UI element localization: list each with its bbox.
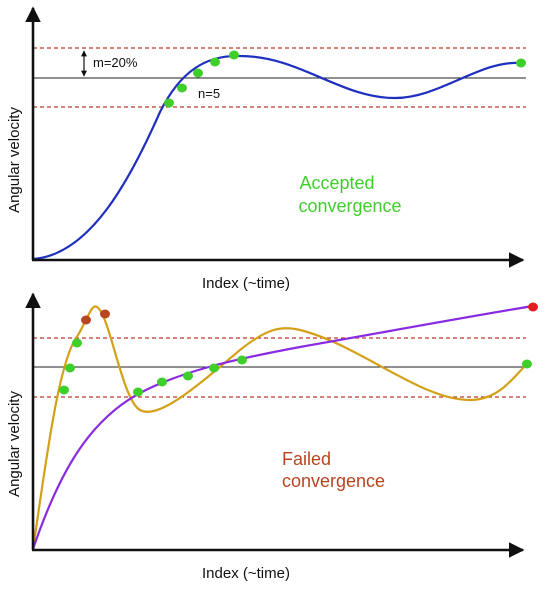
bottom-point-5 bbox=[100, 309, 110, 319]
failed-label-line1: Failed bbox=[282, 449, 331, 469]
bottom-point-3 bbox=[72, 338, 82, 348]
top-panel: m=20% n=5 Angular velocity Index (~time)… bbox=[6, 6, 526, 292]
bottom-panel: Angular velocity Index (~time) Failed co… bbox=[6, 292, 538, 582]
bottom-oscillating-curve bbox=[31, 305, 529, 550]
top-point-6 bbox=[516, 58, 526, 68]
bottom-points bbox=[59, 302, 538, 397]
top-point-2 bbox=[177, 83, 187, 93]
bottom-point-12 bbox=[528, 302, 538, 312]
failed-label-line2: convergence bbox=[282, 471, 385, 491]
bottom-x-axis-label: Index (~time) bbox=[202, 565, 290, 582]
top-point-4 bbox=[210, 57, 220, 67]
top-response-curve bbox=[32, 54, 522, 261]
bottom-point-4 bbox=[81, 315, 91, 325]
bottom-point-9 bbox=[209, 363, 219, 373]
bottom-slow-curve bbox=[31, 304, 534, 550]
bottom-point-6 bbox=[133, 387, 143, 397]
accepted-label-line1: Accepted bbox=[299, 173, 374, 193]
bottom-point-8 bbox=[183, 371, 193, 381]
count-label: n=5 bbox=[198, 86, 220, 101]
bottom-point-10 bbox=[237, 355, 247, 365]
bottom-point-1 bbox=[59, 385, 69, 395]
accepted-label-line2: convergence bbox=[298, 196, 401, 216]
bottom-y-axis-label: Angular velocity bbox=[6, 391, 23, 497]
bottom-point-7 bbox=[157, 377, 167, 387]
top-x-axis-label: Index (~time) bbox=[202, 275, 290, 292]
top-in-band-points bbox=[164, 50, 526, 108]
top-y-axis-label: Angular velocity bbox=[6, 107, 23, 213]
margin-label: m=20% bbox=[93, 55, 138, 70]
top-point-3 bbox=[193, 68, 203, 78]
top-point-1 bbox=[164, 98, 174, 108]
bottom-point-11 bbox=[522, 359, 532, 369]
top-point-5 bbox=[229, 50, 239, 60]
bottom-point-2 bbox=[65, 363, 75, 373]
